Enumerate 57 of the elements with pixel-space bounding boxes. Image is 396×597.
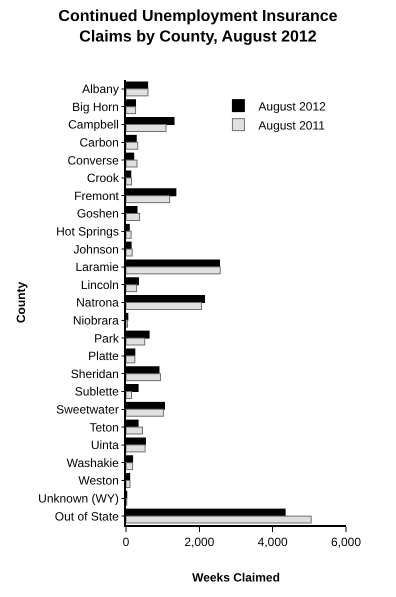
bar [126, 480, 131, 488]
y-axis-title: County [14, 282, 28, 324]
y-tick-label: Goshen [76, 206, 119, 221]
y-tick-label: Crook [86, 171, 120, 186]
y-tick-label: Johnson [73, 242, 119, 256]
bar [126, 516, 312, 524]
bar [126, 124, 166, 132]
bar [126, 302, 202, 310]
y-tick-label: Big Horn [72, 100, 119, 114]
x-axis-title: Weeks Claimed [192, 570, 280, 585]
bar [126, 338, 146, 346]
bar [126, 373, 161, 382]
y-tick-label: Carbon [79, 136, 119, 150]
y-tick-label: Unknown (WY) [38, 492, 119, 506]
y-tick-label: Niobrara [72, 314, 120, 328]
y-tick-label: Sublette [74, 384, 120, 399]
bar [126, 88, 148, 96]
y-tick-label: Campbell [68, 118, 119, 132]
y-tick-label: Albany [82, 82, 119, 96]
legend-label: August 2011 [258, 118, 326, 132]
y-tick-label: Platte [88, 349, 120, 364]
y-tick-label: Washakie [66, 456, 120, 470]
chart-title: Continued Unemployment Insurance Claims by County, August 2012 [58, 8, 338, 46]
y-tick-label: Weston [78, 474, 119, 488]
y-tick-label: Sheridan [70, 366, 119, 381]
bar [126, 408, 164, 417]
bar [126, 213, 140, 221]
bar [126, 142, 138, 150]
y-tick-label: Out of State [54, 509, 120, 524]
legend-label: August 2012 [258, 99, 326, 114]
bar [126, 106, 136, 114]
bar [126, 266, 221, 274]
bar [126, 426, 143, 435]
y-tick-label: Uinta [90, 438, 120, 452]
bar [126, 444, 146, 452]
bar [126, 230, 132, 239]
x-tick-label: 6,000 [330, 535, 362, 550]
bar [126, 177, 132, 186]
bar [126, 391, 132, 399]
bar [126, 462, 134, 470]
y-tick-label: Natrona [76, 296, 120, 310]
y-tick-label: Lincoln [80, 278, 119, 292]
bar [126, 195, 170, 204]
y-tick-label: Laramie [75, 260, 120, 274]
x-tick-label: 2,000 [184, 535, 215, 550]
x-tick-label: 0 [122, 535, 130, 550]
y-tick-label: Fremont [74, 188, 120, 203]
bar [126, 160, 138, 168]
bar [126, 248, 133, 257]
bar [126, 284, 138, 292]
y-tick-label: Sweetwater [56, 402, 119, 416]
y-tick-label: Hot Springs [56, 224, 119, 238]
x-tick-label: 4,000 [258, 535, 288, 550]
y-tick-label: Converse [67, 153, 120, 168]
bar [126, 355, 136, 364]
y-tick-label: Park [94, 331, 120, 346]
y-tick-label: Teton [89, 420, 119, 434]
